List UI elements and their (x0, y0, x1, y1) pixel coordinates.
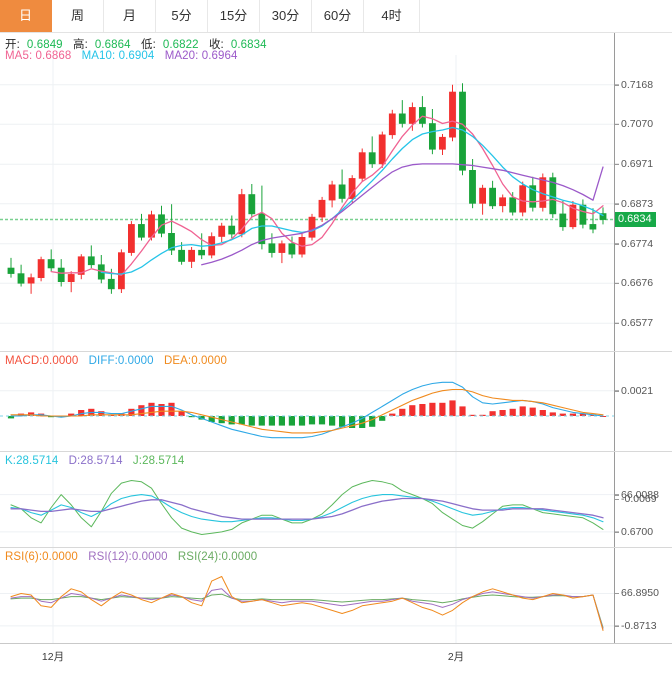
macd-axis: 0.0021 -0.0069 (614, 352, 672, 505)
price-tick: 0.6971 (615, 158, 653, 170)
last-price-badge: 0.6834 (615, 212, 656, 228)
tab-15min[interactable]: 15分 (208, 0, 260, 32)
price-tick: 0.6774 (615, 238, 653, 250)
price-svg (0, 55, 614, 351)
tab-60min[interactable]: 60分 (312, 0, 364, 32)
tab-month[interactable]: 月 (104, 0, 156, 32)
axis-tick: 66.8950 (615, 587, 659, 599)
kdj-plot[interactable] (0, 452, 614, 547)
date-tick-december: 12月 (41, 651, 65, 663)
rsi-svg (0, 548, 614, 643)
tab-week[interactable]: 周 (52, 0, 104, 32)
price-axis: 0.7168 0.7070 0.6971 0.6873 0.6774 0.6676 0.65… (614, 33, 672, 351)
macd-axis-marks (615, 390, 619, 392)
separator-macd-kdj (0, 451, 672, 452)
price-tick: 0.6676 (615, 277, 653, 289)
price-tick: 0.6873 (615, 198, 653, 210)
macd-tick: 0.0021 (615, 385, 653, 397)
macd-tick: -0.0069 (615, 493, 657, 505)
price-panel[interactable]: 开: 0.6849 高: 0.6864 低: 0.6822 收: 0.6834 MA5:… (0, 33, 672, 351)
tab-4hour[interactable]: 4时 (364, 0, 420, 32)
chart-area: 开: 0.6849 高: 0.6864 低: 0.6822 收: 0.6834 MA5:… (0, 33, 672, 673)
price-plot[interactable] (0, 33, 614, 351)
rsi-axis: 66.8950 -0.8713 (614, 548, 672, 643)
macd-panel[interactable]: MACD:0.0000 DIFF:0.0000 DEA:0.0000 0.002… (0, 352, 672, 505)
tabbar-filler (420, 0, 672, 32)
price-tick: 0.6577 (615, 317, 653, 329)
kdj-axis-marks (615, 494, 619, 533)
axis-tick: -0.8713 (615, 620, 657, 632)
axis-tick: 66.0088 (615, 489, 659, 501)
kdj-axis: 66.0088 0.6700 (614, 452, 672, 547)
tab-day[interactable]: 日 (0, 0, 52, 32)
price-tick: 0.7168 (615, 79, 653, 91)
macd-svg (0, 352, 614, 451)
date-tick-february: 2月 (447, 651, 465, 663)
rsi-plot[interactable] (0, 548, 614, 643)
separator-price-macd (0, 351, 672, 352)
macd-plot[interactable] (0, 352, 614, 451)
tab-5min[interactable]: 5分 (156, 0, 208, 32)
axis-tick: 0.6700 (615, 526, 653, 538)
kdj-svg (0, 452, 614, 547)
period-tabbar: 日 周 月 5分 15分 30分 60分 4时 (0, 0, 672, 33)
price-tick: 0.7070 (615, 118, 653, 130)
kdj-panel[interactable]: K:28.5714 D:28.5714 J:28.5714 66.0088 0.6… (0, 452, 672, 547)
separator-kdj-rsi (0, 547, 672, 548)
date-axis: 12月 2月 (0, 643, 672, 673)
rsi-panel[interactable]: RSI(6):0.0000 RSI(12):0.0000 RSI(24):0.0… (0, 548, 672, 643)
tab-30min[interactable]: 30分 (260, 0, 312, 32)
